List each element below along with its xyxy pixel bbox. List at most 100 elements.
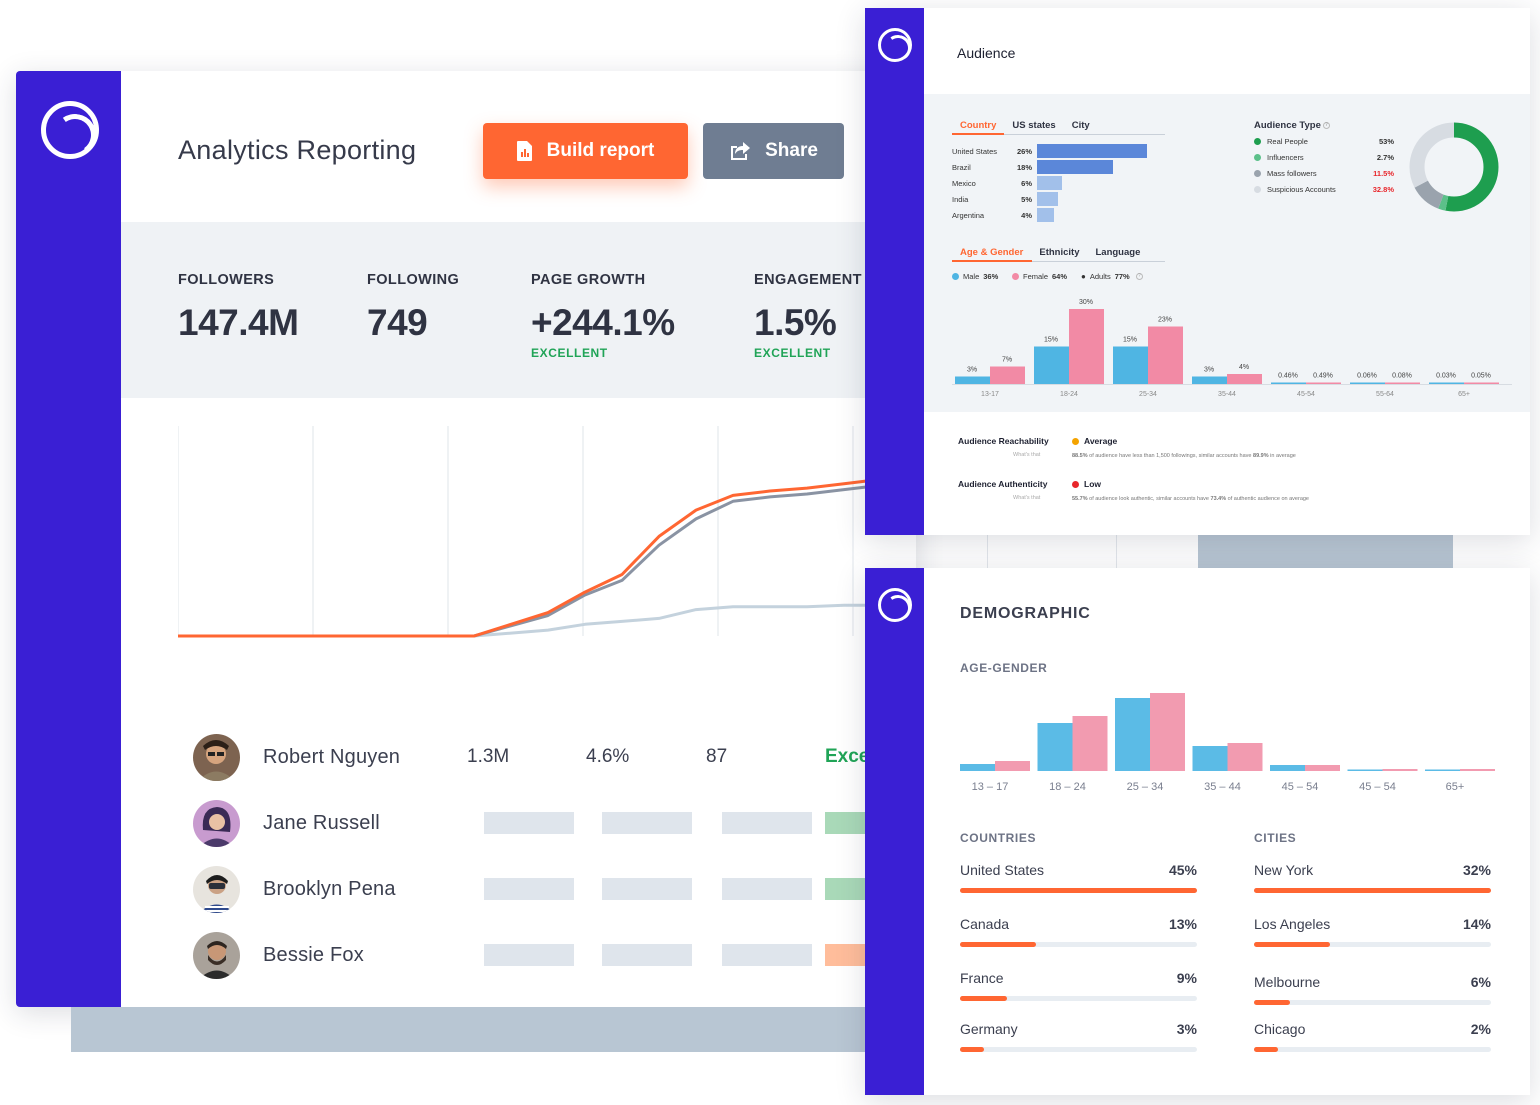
stat-label: ENGAGEMENT [754, 272, 862, 288]
male-bar [1113, 346, 1148, 384]
female-bar [1150, 693, 1185, 771]
stat-value: 147.4M [178, 302, 299, 343]
build-report-button[interactable]: Build report [483, 123, 688, 179]
country-bar [1037, 160, 1114, 174]
stat-value: 749 [367, 302, 428, 343]
tab-ethnicity[interactable]: Ethnicity [1039, 247, 1080, 258]
share-label: Share [765, 140, 818, 161]
tab-age-gender[interactable]: Age & Gender [960, 247, 1024, 258]
country-pct: 18% [1016, 163, 1032, 172]
engagement-value: 4.6% [586, 746, 630, 767]
female-bar [1148, 326, 1183, 384]
country-pct: 4% [1021, 211, 1032, 220]
tab-us-states[interactable]: US states [1012, 120, 1056, 131]
sidebar-rail [865, 568, 924, 1095]
row-pct: 2% [1470, 1021, 1491, 1037]
whats-that-link[interactable]: What's that [1013, 452, 1041, 458]
legend-value: 77% [1114, 272, 1130, 281]
country-name: Brazil [952, 163, 971, 172]
desc-text: of audience look authentic, similar acco… [1087, 496, 1211, 502]
country-bar [1037, 176, 1063, 190]
male-bar [1347, 769, 1383, 771]
audience-type-row: Mass followers 11.5% [1254, 169, 1394, 181]
reachability-label: Audience Reachability [958, 436, 1049, 446]
type-pct: 11.5% [1373, 169, 1394, 178]
age-gender-chart: 3% 7% 13-17 15% 30% 18-24 15% 23% 25-34 3% 4% 35-44… [952, 299, 1512, 396]
background-card-edge [987, 535, 1117, 568]
placeholder-bar [722, 878, 812, 900]
female-bar [1464, 382, 1499, 384]
table-row[interactable]: Bessie Fox [193, 932, 913, 980]
avatar [193, 734, 240, 781]
country-name: India [952, 195, 969, 204]
share-button[interactable]: Share [703, 123, 844, 179]
country-name: United States [952, 147, 998, 156]
tab-underline [952, 261, 1165, 262]
app-logo-icon[interactable] [878, 588, 912, 622]
row-pct: 45% [1168, 862, 1197, 878]
authenticity-label: Audience Authenticity [958, 479, 1048, 489]
stat-value: +244.1% [531, 302, 675, 343]
placeholder-bar [602, 812, 692, 834]
authenticity-value: Low [1072, 479, 1101, 489]
progress-fill [1254, 888, 1491, 893]
female-label: 7% [1002, 357, 1012, 364]
female-label: 23% [1158, 317, 1172, 324]
female-label: 0.49% [1313, 373, 1333, 380]
audience-type-row: Influencers 2.7% [1254, 153, 1394, 165]
legend-label: Male [963, 272, 980, 281]
male-bar [960, 764, 995, 771]
tab-active-indicator [952, 260, 1032, 262]
progress-row: Canada 13% [960, 916, 1197, 956]
panel-title: DEMOGRAPHIC [960, 605, 1091, 622]
avatar [193, 800, 240, 847]
progress-track [960, 888, 1197, 893]
male-label: 3% [1204, 367, 1214, 374]
age-range-label: 35 – 44 [1204, 781, 1241, 793]
audience-type-label: Audience Type [1254, 120, 1321, 131]
influencer-name: Robert Nguyen [263, 746, 401, 768]
person-icon: ● [1081, 272, 1086, 281]
stat-label: PAGE GROWTH [531, 272, 646, 288]
tab-language[interactable]: Language [1095, 247, 1141, 258]
influencer-name: Brooklyn Pena [263, 878, 396, 900]
reachability-status: Average [1084, 436, 1118, 446]
table-row[interactable]: Brooklyn Pena [193, 866, 913, 914]
country-name: Mexico [952, 179, 976, 188]
influencer-name: Jane Russell [263, 812, 380, 834]
male-dot-icon [952, 273, 959, 280]
female-label: 30% [1079, 299, 1093, 306]
female-bar [990, 366, 1025, 384]
male-bar [955, 376, 990, 384]
type-name: Real People [1267, 137, 1308, 146]
progress-row: Chicago 2% [1254, 1021, 1491, 1061]
tab-country[interactable]: Country [960, 120, 997, 131]
table-row[interactable]: Robert Nguyen 1.3M 4.6% 87 Exce [193, 734, 913, 782]
country-name: Argentina [952, 211, 985, 220]
progress-fill [1254, 1047, 1278, 1052]
male-bar [1037, 723, 1073, 771]
age-range-label: 65+ [1445, 781, 1465, 793]
type-dot-icon [1254, 186, 1261, 193]
row-name: Los Angeles [1254, 916, 1331, 932]
female-bar [1069, 309, 1104, 384]
row-name: Chicago [1254, 1021, 1306, 1037]
cities-label: CITIES [1254, 831, 1297, 845]
country-bar [1037, 192, 1059, 206]
female-label: 0.08% [1392, 373, 1412, 380]
whats-that-link[interactable]: What's that [1013, 495, 1041, 501]
female-bar [995, 761, 1030, 771]
age-range-label: 18-24 [1060, 391, 1078, 396]
female-bar [1227, 374, 1262, 384]
table-row[interactable]: Jane Russell [193, 800, 913, 848]
age-range-label: 45-54 [1297, 391, 1315, 396]
sidebar-rail [16, 71, 121, 1007]
country-pct: 5% [1021, 195, 1032, 204]
app-logo-icon[interactable] [878, 28, 912, 62]
help-icon[interactable]: ? [1135, 273, 1143, 280]
app-logo-icon[interactable] [41, 101, 99, 159]
legend-value: 64% [1052, 272, 1068, 281]
row-name: Melbourne [1254, 974, 1321, 990]
help-icon[interactable]: ? [1322, 121, 1330, 129]
tab-city[interactable]: City [1071, 120, 1090, 131]
